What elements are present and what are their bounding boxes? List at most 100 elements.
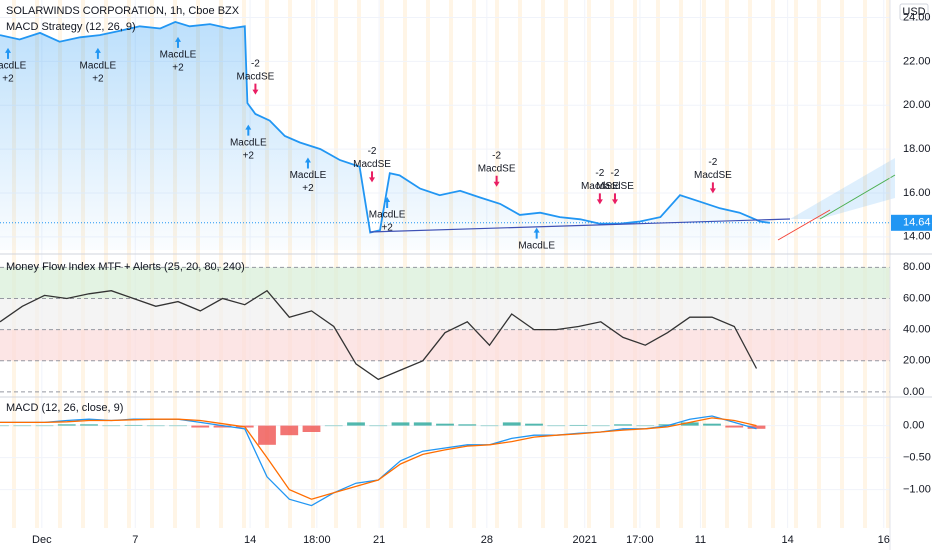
histogram-bar (747, 425, 766, 429)
signal-qty: -2 (368, 146, 377, 157)
y-tick-label: 20.00 (903, 355, 931, 367)
last-price-label: 14.64 (903, 217, 931, 229)
signal-label: MacdLE (80, 61, 117, 72)
session-stripe (656, 0, 660, 528)
histogram-bar (80, 424, 98, 426)
y-tick-label: 60.00 (903, 292, 931, 304)
histogram-bar (703, 423, 721, 426)
session-stripe (311, 0, 315, 528)
strategy-title: MACD Strategy (12, 26, 9) (6, 21, 136, 33)
session-stripe (426, 0, 430, 528)
session-stripe (518, 0, 522, 528)
zone (0, 329, 890, 361)
session-stripe (265, 0, 269, 528)
signal-qty: -2 (595, 168, 604, 179)
signal-label: MacdSE (478, 163, 516, 174)
y-tick-label: 0.00 (903, 420, 924, 432)
session-stripe (242, 0, 246, 528)
signal-label: MacdLE (230, 137, 267, 148)
signal-arrow (304, 157, 311, 169)
x-tick-label: 21 (373, 534, 385, 546)
session-stripe (794, 0, 798, 528)
histogram-bar (169, 425, 187, 427)
x-tick-label: 14 (782, 534, 794, 546)
session-stripes (12, 0, 890, 528)
session-stripe (357, 0, 361, 528)
y-tick-label: 18.00 (903, 143, 931, 155)
session-stripe (725, 0, 729, 528)
currency: USD (902, 6, 925, 18)
trend-line (369, 218, 791, 233)
signal-arrow (94, 47, 101, 59)
signal-qty: +2 (172, 63, 184, 74)
signal-qty: +2 (381, 223, 393, 234)
session-stripe (564, 0, 568, 528)
signal-label: MacdSE (581, 181, 619, 192)
histogram-bar (102, 425, 121, 427)
session-stripe (81, 0, 85, 528)
signal-label: MacdSE (353, 159, 391, 170)
signal-arrow (709, 182, 716, 194)
signal-qty: -2 (708, 157, 717, 168)
signal-arrow (369, 171, 376, 183)
signal-qty: -2 (611, 168, 620, 179)
chart-title: SOLARWINDS CORPORATION, 1h, Cboe BZX (6, 5, 240, 17)
session-stripe (449, 0, 453, 528)
y-tick-label: 16.00 (903, 187, 931, 199)
y-tick-label: 24.00 (903, 11, 931, 23)
signal-arrow (596, 193, 603, 205)
signal-arrow (5, 47, 12, 59)
y-tick-label: −1.00 (903, 484, 931, 496)
histogram-bar (35, 425, 54, 427)
histogram-bar (725, 425, 744, 428)
zone (0, 267, 890, 299)
histogram-bar (280, 425, 299, 436)
x-tick-label: 7 (132, 534, 138, 546)
session-stripe (771, 0, 775, 528)
histogram-bar (57, 424, 76, 426)
histogram-bar (0, 425, 9, 427)
zone (0, 298, 890, 330)
session-stripe (334, 0, 338, 528)
session-stripe (219, 0, 223, 528)
x-tick-label: 28 (481, 534, 493, 546)
histogram-bar (413, 422, 432, 426)
histogram-bar (591, 425, 610, 427)
signal-label: MacdSE (237, 71, 275, 82)
signal-label: MacdLE (290, 170, 327, 181)
series-line (0, 417, 757, 500)
x-tick-label: 18:00 (303, 534, 331, 546)
session-stripe (886, 0, 890, 528)
histogram-bar (369, 425, 388, 427)
histogram-bar (525, 423, 543, 426)
currency-box[interactable] (899, 3, 929, 21)
y-tick-label: 20.00 (903, 99, 931, 111)
mfi-title: Money Flow Index MTF + Alerts (25, 20, 8… (6, 261, 245, 273)
session-stripe (587, 0, 591, 528)
price-area (0, 21, 770, 251)
histogram-bar (391, 422, 410, 426)
session-stripe (35, 0, 39, 528)
session-stripe (863, 0, 867, 528)
y-tick-label: 22.00 (903, 55, 931, 67)
histogram-bar (13, 425, 32, 427)
signal-qty: -2 (492, 150, 501, 161)
session-stripe (472, 0, 476, 528)
session-stripe (817, 0, 821, 528)
signal-qty: +2 (302, 183, 314, 194)
histogram-bar (124, 424, 143, 426)
session-stripe (702, 0, 706, 528)
histogram-bar (636, 425, 655, 427)
x-tick-label: 14 (244, 534, 256, 546)
session-stripe (679, 0, 683, 528)
signal-label: MacdLE (369, 210, 406, 221)
signal-qty: -2 (251, 58, 260, 69)
histogram-bar (191, 425, 210, 428)
signal-label: MacdLE (160, 50, 197, 61)
signal-label: MacdLE (518, 240, 555, 251)
y-tick-label: −0.50 (903, 452, 931, 464)
session-stripe (58, 0, 62, 528)
histogram-bar (302, 425, 321, 432)
